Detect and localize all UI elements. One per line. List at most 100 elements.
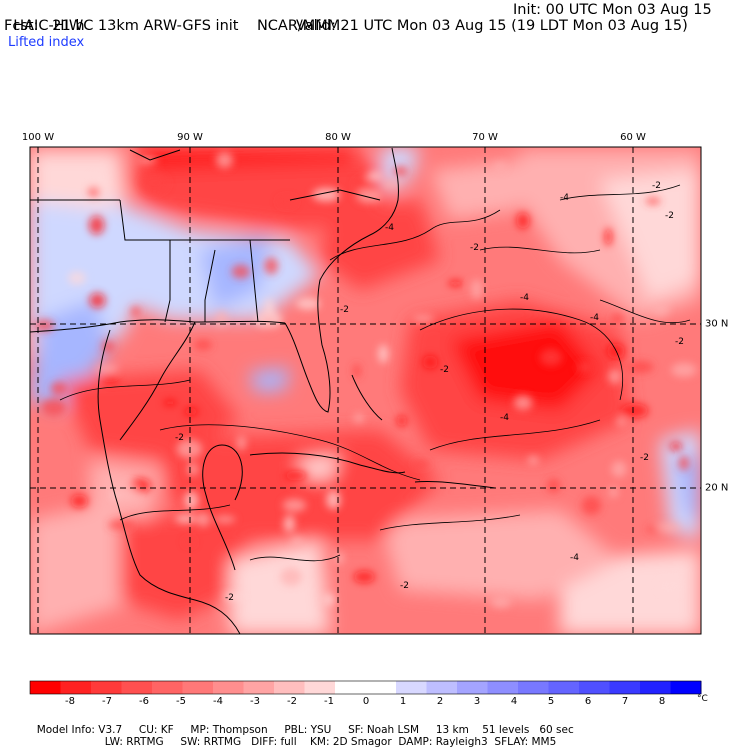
field-cell (382, 180, 400, 189)
field-cell (264, 257, 279, 275)
contour-line (429, 419, 601, 451)
contour-line (329, 209, 501, 261)
coastline (284, 147, 399, 413)
field-cell (90, 174, 107, 190)
coastline (30, 319, 286, 333)
coastline (129, 149, 181, 161)
contour-label: -2 (440, 365, 449, 375)
field-cell (671, 362, 697, 377)
colorbar-cell (91, 681, 122, 694)
field-cell (176, 439, 203, 459)
contour-label: -2 (175, 433, 184, 443)
field-cell (354, 177, 368, 191)
field-name: Lifted index (8, 35, 85, 50)
field-cell (224, 592, 245, 601)
contour-label: -2 (640, 453, 649, 463)
field-cell (67, 271, 86, 285)
colorbar-cell (213, 681, 244, 694)
colorbar-frame (29, 680, 702, 695)
colorbar-cell (274, 681, 305, 694)
coastline (97, 329, 241, 634)
field-cell (447, 279, 464, 287)
colorbar-tick-label: -2 (287, 696, 297, 707)
field-region-red (60, 370, 240, 460)
field-cell (216, 151, 233, 169)
field-cell (283, 515, 295, 533)
field-cell (604, 228, 613, 246)
field-cell (184, 491, 199, 510)
colorbar-cell (30, 681, 61, 694)
field-cell (540, 348, 562, 366)
field-cell (620, 403, 649, 419)
field-cell (231, 264, 250, 279)
field-cell (322, 593, 335, 606)
colorbar-cell (152, 681, 183, 694)
contour-line (479, 246, 601, 254)
field-cell (645, 197, 661, 205)
field-cell (656, 578, 683, 595)
field-cell (353, 570, 376, 584)
field-cell (609, 486, 619, 498)
map-frame (29, 146, 702, 635)
field-cell (413, 315, 435, 323)
field-cell (352, 363, 361, 379)
longitude-label: 100 W (21, 132, 55, 143)
field-cell (34, 319, 55, 332)
colorbar-tick-label: 4 (510, 696, 518, 707)
coastline (351, 374, 383, 421)
field-cell (608, 369, 622, 384)
longitude-label: 90 W (177, 132, 203, 143)
contour-line (599, 299, 691, 324)
colorbar-cell (426, 681, 458, 694)
field-cell (581, 496, 602, 515)
longitude-label: 60 W (620, 132, 646, 143)
contour-line (59, 379, 191, 401)
field-cell (108, 520, 135, 530)
contour-label: -4 (560, 193, 569, 203)
field-cell (378, 344, 389, 364)
colorbar-tick-label: 2 (436, 696, 444, 707)
field-cell (366, 171, 383, 181)
field-region-light_blue (250, 368, 290, 392)
colorbar-tick-label: 0 (362, 696, 370, 707)
field-cell (102, 340, 115, 352)
field-region-red (120, 510, 260, 620)
field-cell (412, 460, 431, 468)
field-cell (576, 362, 594, 373)
colorbar-cell (182, 681, 214, 694)
field-cell (513, 395, 533, 410)
field-cell (136, 156, 158, 164)
contour-line (159, 424, 421, 481)
field-cell (215, 310, 228, 327)
colorbar-cell (487, 681, 519, 694)
field-cell (284, 470, 308, 481)
contour-label: -2 (675, 337, 684, 347)
contour-label: -4 (590, 313, 599, 323)
colorbar-cell (640, 681, 671, 694)
field-cell (490, 597, 511, 608)
field-cell (628, 360, 654, 374)
field-cell (50, 381, 68, 396)
field-cell (282, 498, 307, 512)
field-cell (334, 551, 345, 565)
colorbar-tick-label: -6 (139, 696, 149, 707)
field-cell (70, 494, 88, 508)
colorbar-tick-label: 8 (658, 696, 666, 707)
field-cell (141, 173, 168, 193)
init-time: Init: 00 UTC Mon 03 Aug 15 (513, 2, 712, 18)
colorbar-cell (365, 681, 397, 694)
field-region-pale_red (600, 170, 700, 300)
contour-label: -2 (665, 211, 674, 221)
contour-line (249, 554, 341, 562)
field-cell (193, 339, 212, 351)
colorbar-tick-label: 3 (473, 696, 481, 707)
field-cell (196, 512, 210, 527)
contour-line (419, 308, 623, 401)
latitude-label: 20 N (705, 482, 729, 494)
colorbar-tick-label: 1 (399, 696, 407, 707)
field-cell (652, 303, 670, 316)
colorbar-cell (518, 681, 549, 694)
field-cell (102, 376, 119, 383)
model-title: HAIC-HIWC 13km ARW-GFS init NCAR/MMM (13, 18, 341, 34)
